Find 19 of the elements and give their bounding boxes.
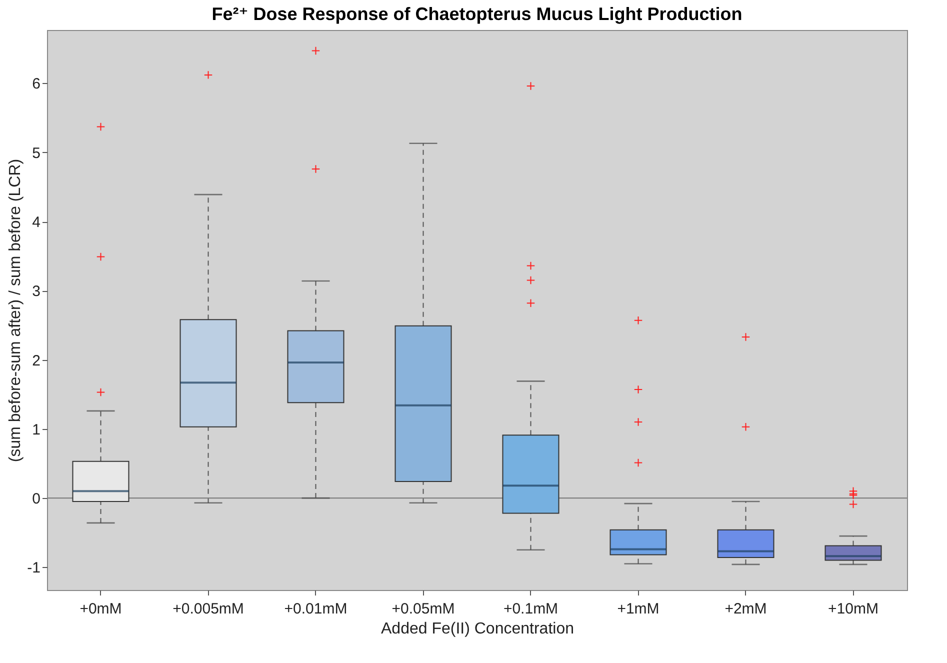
y-tick-label: 1 bbox=[32, 421, 40, 438]
y-tick-label: 5 bbox=[32, 144, 40, 162]
y-tick-label: 4 bbox=[32, 214, 40, 232]
x-tick-label: +0.01mM bbox=[284, 600, 348, 618]
y-tick-label: 0 bbox=[32, 490, 40, 508]
y-tick-label: 3 bbox=[32, 283, 40, 300]
x-tick-label: +1mM bbox=[617, 600, 660, 618]
y-tick-label: 6 bbox=[32, 76, 40, 93]
y-axis-title: (sum before-sum after) / sum before (LCR) bbox=[7, 158, 24, 462]
x-axis-title: Added Fe(II) Concentration bbox=[381, 620, 574, 638]
x-tick-label: +0.05mM bbox=[392, 600, 455, 618]
y-tick-label: -1 bbox=[27, 560, 40, 577]
x-tick-label: +0.005mM bbox=[172, 600, 244, 618]
x-tick-label: +2mM bbox=[724, 600, 767, 618]
x-tick-label: +10mM bbox=[828, 600, 878, 618]
x-tick-label: +0mM bbox=[80, 600, 122, 618]
chart-title: Fe²⁺ Dose Response of Chaetopterus Mucus Light Production bbox=[212, 4, 742, 24]
y-tick-label: 2 bbox=[32, 352, 40, 370]
x-tick-label: +0.1mM bbox=[503, 600, 558, 618]
